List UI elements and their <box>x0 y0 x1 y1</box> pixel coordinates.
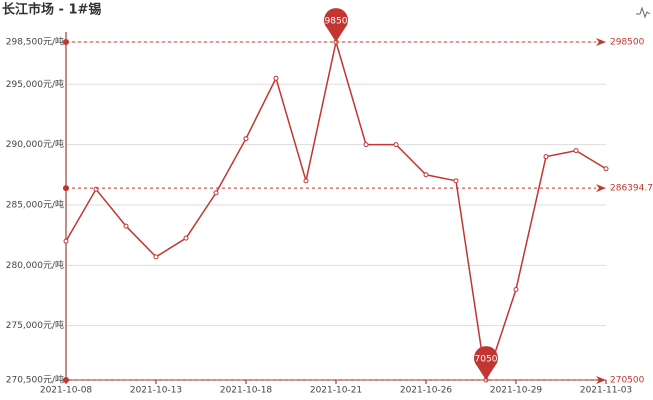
point <box>573 148 579 154</box>
x-tick-label: 2021-10-18 <box>220 386 273 396</box>
y-tick-label: 298,500元/吨 <box>6 36 64 48</box>
point <box>183 235 189 241</box>
x-tick-label: 2021-10-29 <box>490 386 543 396</box>
min-line-label: 270500 <box>610 376 645 386</box>
point <box>393 142 399 148</box>
average-line-label: 286394.74 <box>610 184 653 194</box>
x-tick-label: 2021-10-26 <box>400 386 453 396</box>
point <box>603 166 609 172</box>
y-tick-label: 280,000元/吨 <box>6 259 64 271</box>
y-tick-label: 290,000元/吨 <box>6 138 64 150</box>
max-line-arrow <box>596 38 606 46</box>
pin <box>474 346 498 380</box>
point <box>423 172 429 178</box>
y-tick-label: 270,500元/吨 <box>6 374 64 386</box>
y-tick-label: 295,000元/吨 <box>6 78 64 90</box>
pin <box>323 8 348 42</box>
pin-label: 270500 <box>469 355 504 365</box>
max-line-start <box>63 39 69 45</box>
chart-icon[interactable] <box>636 6 651 19</box>
x-tick-label: 2021-10-21 <box>310 386 362 396</box>
point <box>513 286 519 292</box>
point <box>63 238 69 244</box>
y-tick-label: 285,000元/吨 <box>6 198 64 210</box>
x-tick-label: 2021-10-08 <box>40 386 93 396</box>
point <box>123 223 129 229</box>
point <box>243 136 249 142</box>
x-tick-label: 2021-10-13 <box>130 386 182 396</box>
point <box>153 254 159 260</box>
min-line-start <box>63 377 69 383</box>
y-tick-label: 275,000元/吨 <box>6 319 64 331</box>
point <box>543 154 549 160</box>
line <box>65 41 607 381</box>
point <box>363 142 369 148</box>
chart-title: 长江市场 - 1#锡 <box>2 2 101 18</box>
point <box>273 75 279 81</box>
max-line-label: 298500 <box>610 38 645 48</box>
min-line-arrow <box>596 376 606 384</box>
average-line-arrow <box>596 184 606 193</box>
x-tick-label: 2021-11-03 <box>580 386 632 396</box>
average-line-start <box>63 185 69 192</box>
pin-label: 298500 <box>319 17 354 27</box>
point <box>453 178 459 184</box>
point <box>213 190 219 196</box>
point <box>303 178 309 184</box>
